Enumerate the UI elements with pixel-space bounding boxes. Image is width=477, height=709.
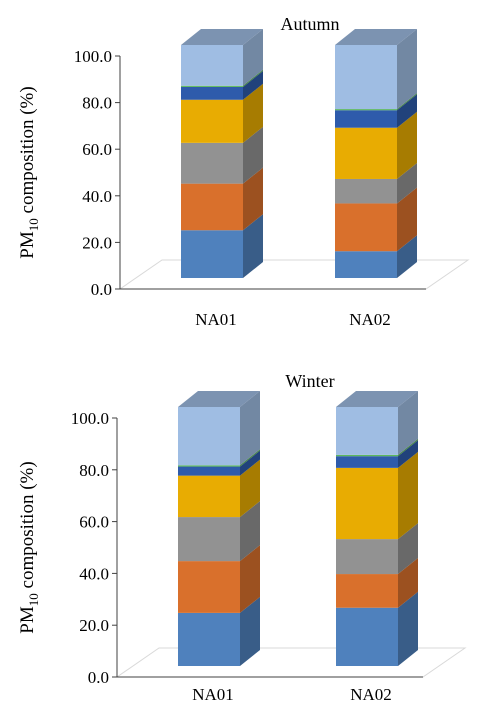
bar-segment — [181, 183, 243, 231]
y-axis-label: PM10 composition (%) — [17, 86, 41, 258]
bar-segment-side — [240, 459, 260, 518]
bar-segment — [336, 539, 398, 575]
bar-segment — [335, 127, 397, 179]
bar-segment-side — [397, 94, 417, 128]
bar-segment — [335, 109, 397, 111]
x-tick-label: NA01 — [192, 685, 234, 704]
bar-segment-side — [397, 235, 417, 278]
bar-segment — [178, 517, 240, 562]
bar-segment-side — [397, 162, 417, 204]
y-tick-label: 20.0 — [79, 616, 109, 635]
bar-top-face — [335, 29, 417, 45]
bar-segment — [335, 203, 397, 252]
bar-segment — [178, 465, 240, 467]
bar-segment — [336, 454, 398, 457]
bar-segment — [181, 230, 243, 278]
bar-segment — [181, 142, 243, 184]
bar-segment — [178, 475, 240, 518]
y-tick-label: 20.0 — [82, 233, 112, 252]
bar-segment-side — [240, 450, 260, 476]
y-tick-label: 60.0 — [82, 140, 112, 159]
bar-segment-side — [397, 93, 417, 111]
bar-segment — [336, 574, 398, 608]
bar-segment — [336, 467, 398, 540]
chart-panel-1: 0.0 20.0 40.0 60.0 80.0 100.0 NA01 NA02 Autumn PM… — [17, 14, 470, 329]
stacked-bar-na02 — [336, 391, 418, 666]
y-tick-label: 80.0 — [79, 461, 109, 480]
bar-segment — [335, 110, 397, 128]
bar-segment-side — [243, 83, 263, 143]
bar-segment-side — [240, 545, 260, 613]
chart-floor — [118, 259, 470, 290]
bar-top-face — [178, 391, 260, 407]
bar-segment-side — [243, 70, 263, 100]
x-tick-label: NA01 — [195, 310, 237, 329]
stacked-bar-na01 — [178, 391, 260, 666]
y-tick-label: 40.0 — [79, 564, 109, 583]
bar-segment — [178, 466, 240, 476]
bar-segment-side — [240, 391, 260, 466]
bar-segment-side — [397, 187, 417, 252]
bar-segment — [181, 85, 243, 87]
bar-segment — [178, 612, 240, 666]
bar-segment-side — [243, 69, 263, 87]
bar-segment-side — [240, 449, 260, 467]
bar-segment-side — [243, 214, 263, 278]
bar-segment-side — [240, 501, 260, 562]
y-tick-label: 100.0 — [71, 409, 109, 428]
x-tick-label: NA02 — [350, 685, 392, 704]
bar-segment — [178, 561, 240, 613]
chart-title: Autumn — [280, 14, 339, 34]
y-tick-label: 40.0 — [82, 187, 112, 206]
bar-segment — [178, 407, 240, 466]
bar-segment — [181, 45, 243, 86]
bar-segment-side — [398, 558, 418, 608]
bar-segment — [181, 99, 243, 143]
bar-segment — [181, 86, 243, 100]
bar-segment — [335, 251, 397, 278]
stacked-bar-na01 — [181, 29, 263, 278]
chart-panel-2: 0.0 20.0 40.0 60.0 80.0 100.0 NA01 NA02 Winter PM… — [17, 371, 467, 704]
bar-segment — [335, 45, 397, 110]
y-tick-label: 0.0 — [88, 668, 109, 687]
bar-segment-side — [243, 167, 263, 231]
bar-segment — [336, 607, 398, 666]
y-tick-label: 80.0 — [82, 94, 112, 113]
x-tick-label: NA02 — [349, 310, 391, 329]
bar-segment-side — [243, 126, 263, 184]
y-tick-label: 60.0 — [79, 513, 109, 532]
bar-segment-side — [397, 111, 417, 179]
bar-segment-side — [398, 591, 418, 666]
bar-segment — [336, 407, 398, 455]
bar-segment-side — [398, 451, 418, 540]
bar-top-face — [336, 391, 418, 407]
bar-segment-side — [398, 523, 418, 575]
bar-top-face — [181, 29, 263, 45]
y-tick-label: 0.0 — [91, 280, 112, 299]
bar-segment-side — [398, 440, 418, 468]
bar-segment-side — [398, 391, 418, 455]
bar-segment-side — [243, 29, 263, 86]
chart-title: Winter — [285, 371, 334, 391]
bar-segment-side — [398, 438, 418, 457]
bar-segment — [336, 456, 398, 468]
bar-segment-side — [240, 596, 260, 666]
bar-segment-side — [397, 29, 417, 110]
stacked-bar-na02 — [335, 29, 417, 278]
y-tick-label: 100.0 — [74, 47, 112, 66]
y-axis-label: PM10 composition (%) — [17, 461, 41, 633]
bar-segment — [335, 178, 397, 204]
